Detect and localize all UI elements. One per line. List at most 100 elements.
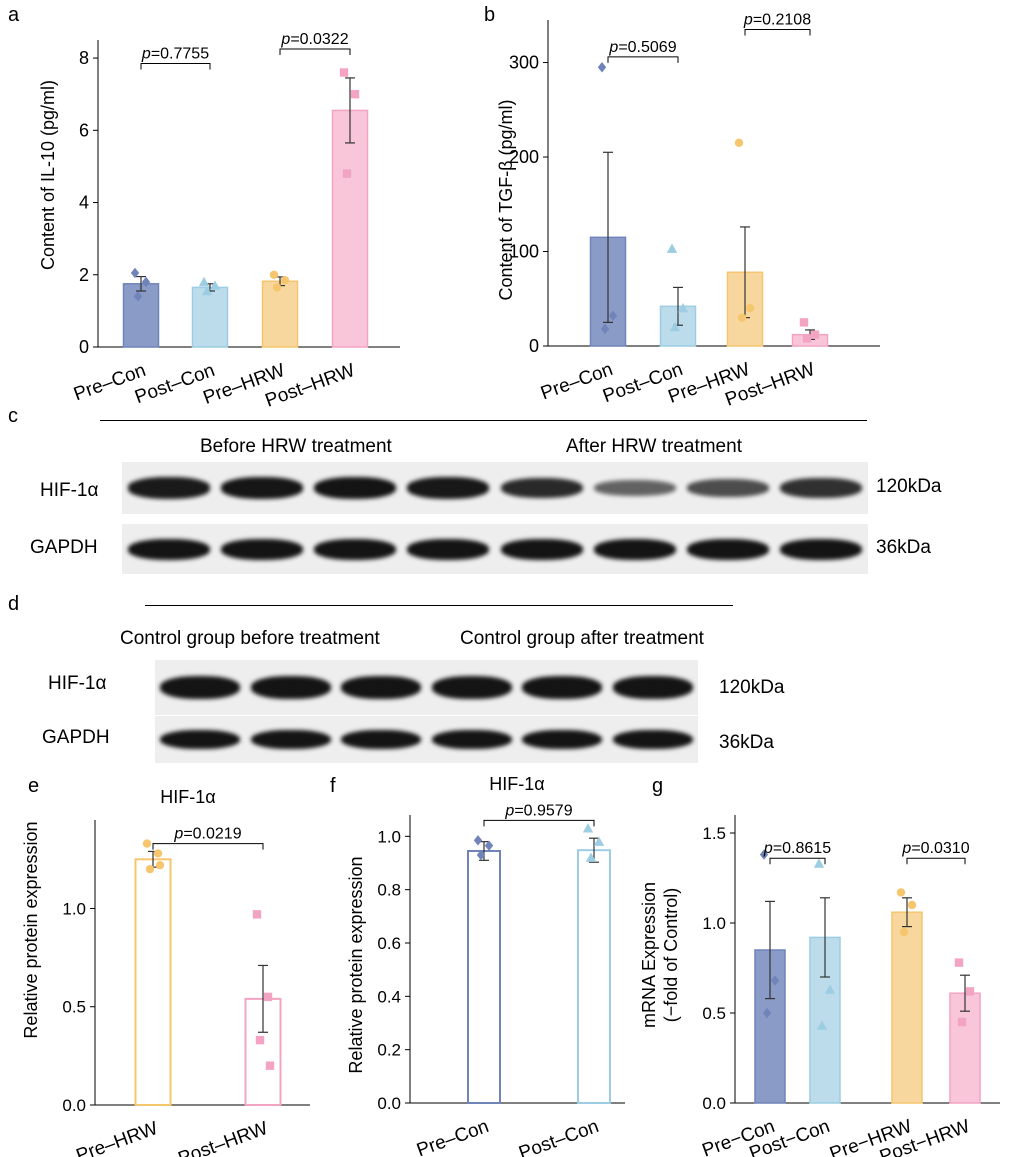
data-point — [745, 304, 755, 313]
blot-band — [500, 538, 583, 560]
chart-title: HIF-1α — [160, 787, 215, 807]
blot-c-rule — [100, 420, 867, 421]
bar — [891, 911, 923, 1104]
panel-letter-a: a — [8, 4, 20, 26]
y-axis-label-line2: (−fold of Control) — [661, 888, 681, 1023]
blot-c-gapdh-strip — [122, 524, 868, 574]
y-tick-label: 0.6 — [377, 934, 401, 953]
bar — [331, 109, 369, 348]
panel-letter-e: e — [28, 775, 40, 797]
y-tick-label: 0.8 — [377, 881, 401, 900]
data-point — [813, 858, 825, 868]
data-point — [799, 318, 809, 327]
blot-band — [220, 538, 303, 560]
blot-band — [522, 675, 603, 700]
data-point — [252, 910, 262, 919]
p-value-label: p=0.0310 — [901, 840, 969, 857]
blot-c-group-before: Before HRW treatment — [200, 436, 392, 457]
data-point — [582, 823, 594, 833]
blot-band — [612, 729, 693, 750]
y-tick-label: 0.2 — [377, 1041, 401, 1060]
blot-band — [127, 477, 210, 499]
blot-band — [250, 675, 331, 700]
blot-band — [780, 478, 863, 498]
data-point — [339, 68, 349, 77]
blot-c-hif-strip — [122, 462, 868, 514]
data-point — [272, 283, 282, 292]
blot-d-kda-gapdh: 36kDa — [719, 732, 774, 753]
y-tick-label: 0 — [529, 336, 539, 356]
chart-hif-protein-control: 0.0 0.2 0.4 0.6 0.8 1.0 Relative protein expre… — [346, 774, 625, 1157]
blot-d-kda-hif: 120kDa — [719, 677, 785, 698]
y-tick-label: 200 — [509, 147, 539, 167]
data-point — [155, 861, 165, 870]
blot-band — [500, 477, 583, 499]
data-point — [899, 927, 909, 937]
y-axis-label: mRNA Expression — [639, 882, 659, 1028]
blot-band — [431, 729, 512, 750]
data-point — [142, 839, 152, 848]
p-value-label: p=0.0322 — [280, 31, 348, 48]
p-value-text: =0.8615 — [773, 840, 831, 857]
data-point — [473, 835, 483, 846]
data-point — [209, 280, 221, 290]
data-point — [669, 321, 681, 332]
blot-band — [431, 675, 512, 700]
y-tick-label: 0.0 — [62, 1096, 86, 1115]
y-tick-label: 1.0 — [702, 914, 726, 933]
p-value-text: =0.2108 — [753, 11, 811, 28]
p-value-label: p=0.5069 — [608, 39, 676, 56]
y-tick-label: 1.0 — [62, 899, 86, 918]
blot-band — [160, 729, 241, 750]
data-point — [145, 864, 155, 874]
data-point — [130, 267, 140, 279]
blot-band — [220, 477, 303, 499]
data-point — [762, 1007, 772, 1019]
p-value-text: =0.0322 — [290, 31, 348, 48]
significance-bracket — [769, 857, 826, 865]
significance-bracket — [607, 56, 679, 63]
blot-band — [522, 729, 603, 750]
significance-bracket — [140, 62, 211, 70]
bar — [134, 858, 172, 1107]
y-tick-label: 0.0 — [702, 1094, 726, 1113]
data-point — [141, 276, 151, 288]
panel-letter-f: f — [330, 775, 336, 797]
significance-bracket — [279, 48, 351, 56]
bar — [122, 283, 160, 348]
blot-band — [314, 477, 397, 499]
p-value-label: p=0.8615 — [763, 840, 831, 857]
y-axis-label: Relative protein expression — [346, 856, 366, 1073]
data-point — [350, 89, 360, 99]
data-point — [810, 330, 820, 339]
blot-d-gapdh-strip — [155, 716, 698, 763]
p-value-label: p=0.2108 — [743, 11, 811, 28]
significance-bracket — [906, 857, 966, 865]
data-point — [608, 310, 618, 321]
p-value-text: =0.5069 — [618, 39, 676, 56]
y-tick-label: 4 — [79, 193, 89, 213]
panel-letter-g: g — [652, 775, 664, 797]
x-tick-label: Pre–Con — [414, 1116, 492, 1157]
data-point — [965, 987, 975, 996]
data-point — [770, 975, 780, 986]
panel-letter-b: b — [484, 4, 496, 26]
blot-band — [341, 729, 422, 750]
blot-c-row-label-hif: HIF-1α — [40, 480, 99, 501]
blot-band — [687, 479, 770, 497]
data-point — [954, 958, 964, 967]
data-point — [280, 275, 290, 285]
x-tick-label: Pre–HRW — [73, 1118, 160, 1157]
data-point — [600, 323, 610, 335]
data-point — [198, 276, 210, 287]
blot-d-group-before: Control group before treatment — [120, 628, 380, 649]
data-point — [153, 849, 163, 858]
data-point — [907, 900, 917, 910]
p-value-text: =0.7755 — [151, 45, 209, 62]
data-point — [802, 334, 812, 343]
blot-band — [593, 538, 676, 560]
x-tick-label: Post–HRW — [176, 1118, 271, 1157]
significance-bracket — [483, 819, 595, 827]
